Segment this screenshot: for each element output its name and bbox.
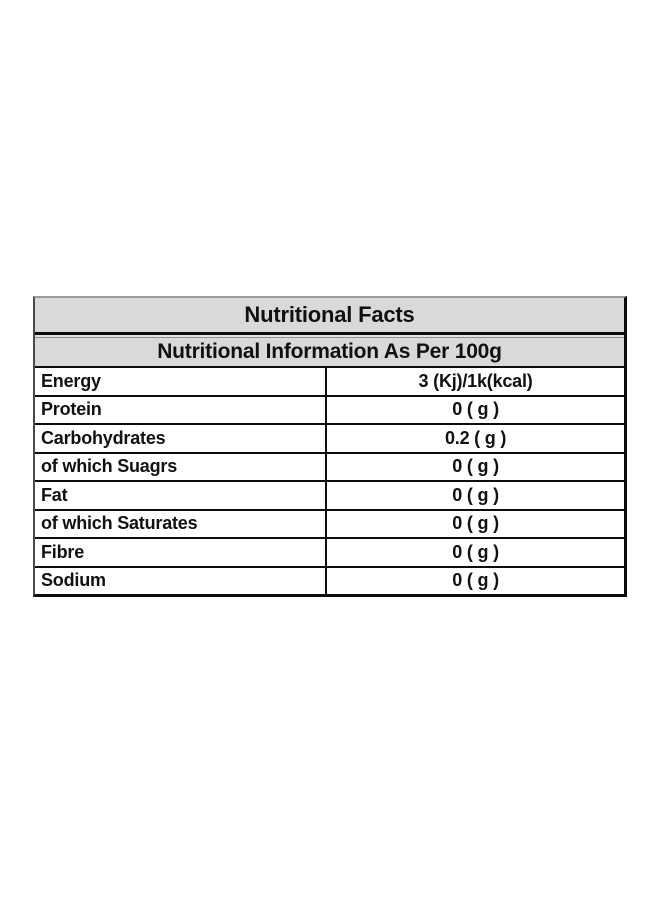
nutrition-rows: Energy 3 (Kj)/1k(kcal) Protein 0 ( g ) C…: [35, 368, 624, 594]
nutrition-facts-table: Nutritional Facts Nutritional Informatio…: [33, 296, 627, 597]
nutrient-value: 0 ( g ): [452, 456, 499, 477]
nutrient-value: 0 ( g ): [452, 513, 499, 534]
nutrient-value-cell: 0 ( g ): [327, 454, 624, 481]
nutrient-label: of which Saturates: [41, 513, 198, 534]
table-row: Fat 0 ( g ): [35, 482, 624, 511]
table-row: Carbohydrates 0.2 ( g ): [35, 425, 624, 454]
nutrient-label: Energy: [41, 370, 101, 391]
table-subtitle: Nutritional Information As Per 100g: [157, 340, 502, 363]
nutrient-label: Sodium: [41, 570, 106, 591]
nutrient-value: 0.2 ( g ): [444, 427, 507, 448]
nutrient-label-cell: of which Suagrs: [35, 453, 328, 480]
nutrient-value: 3 (Kj)/1k(kcal): [418, 370, 533, 391]
nutrient-value: 0 ( g ): [452, 570, 499, 591]
nutrient-label: Protein: [41, 399, 102, 420]
nutrient-value-cell: 0 ( g ): [327, 482, 624, 509]
nutrient-value-cell: 0 ( g ): [327, 397, 624, 424]
nutrient-label-cell: Fat: [35, 482, 328, 509]
nutrient-value-cell: 3 (Kj)/1k(kcal): [327, 368, 624, 395]
header-divider-rule: [35, 335, 624, 338]
table-row: Fibre 0 ( g ): [35, 539, 624, 568]
nutrient-value: 0 ( g ): [452, 484, 499, 505]
nutrient-value-cell: 0 ( g ): [327, 511, 624, 538]
nutrient-label-cell: Fibre: [35, 539, 328, 566]
nutrient-label: Fat: [41, 484, 68, 505]
table-row: Energy 3 (Kj)/1k(kcal): [35, 368, 624, 397]
table-row: Protein 0 ( g ): [35, 396, 624, 425]
table-title-row: Nutritional Facts: [35, 298, 624, 335]
nutrient-value-cell: 0 ( g ): [327, 568, 624, 595]
table-row: of which Saturates 0 ( g ): [35, 510, 624, 539]
table-row: of which Suagrs 0 ( g ): [35, 453, 624, 482]
nutrient-label-cell: Energy: [35, 368, 328, 395]
nutrient-label-cell: Sodium: [35, 567, 328, 594]
table-row: Sodium 0 ( g ): [35, 567, 624, 595]
nutrient-value: 0 ( g ): [452, 399, 499, 420]
nutrient-label-cell: Protein: [35, 396, 328, 423]
table-title: Nutritional Facts: [244, 302, 415, 327]
nutrient-value-cell: 0 ( g ): [327, 539, 624, 566]
nutrient-value-cell: 0.2 ( g ): [327, 425, 624, 452]
nutrient-label: Fibre: [41, 541, 85, 562]
nutrient-label: of which Suagrs: [41, 456, 178, 477]
nutrient-value: 0 ( g ): [452, 541, 499, 562]
nutrient-label-cell: Carbohydrates: [35, 425, 328, 452]
table-subtitle-row: Nutritional Information As Per 100g: [35, 338, 624, 368]
nutrient-label-cell: of which Saturates: [35, 510, 328, 537]
nutrient-label: Carbohydrates: [41, 427, 166, 448]
